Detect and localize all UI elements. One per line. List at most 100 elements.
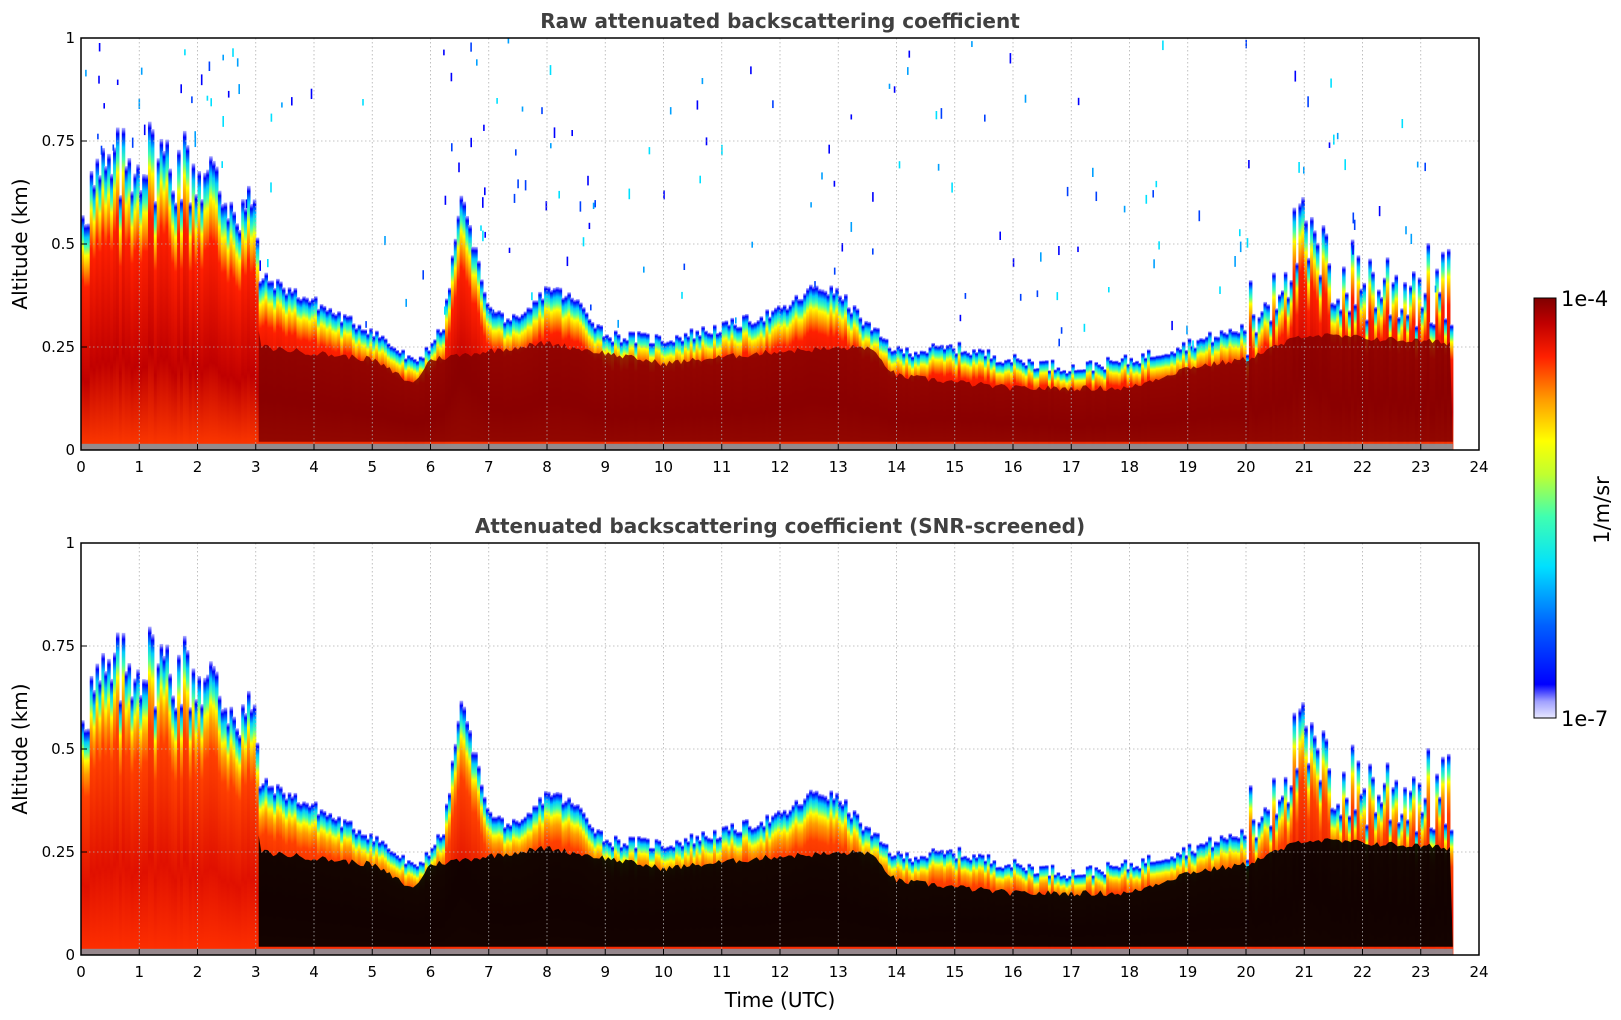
noise-pixel xyxy=(1219,286,1221,294)
noise-pixel xyxy=(238,84,240,95)
profile-column xyxy=(249,708,254,955)
x-tick-label: 1 xyxy=(134,963,144,981)
x-tick-label: 3 xyxy=(251,458,261,476)
profile-column xyxy=(471,751,475,955)
backscatter-field xyxy=(81,38,1454,450)
profile-column xyxy=(156,663,161,955)
noise-pixel xyxy=(999,231,1001,241)
noise-pixel xyxy=(131,137,134,148)
profile-column xyxy=(113,147,117,450)
noise-pixel xyxy=(648,147,651,155)
x-tick-label: 7 xyxy=(484,458,494,476)
dense-layer xyxy=(258,835,1453,947)
x-tick-label: 16 xyxy=(1003,458,1022,476)
y-tick-label: 0 xyxy=(65,441,75,459)
profile-column xyxy=(220,709,225,955)
noise-pixel xyxy=(484,187,486,196)
noise-pixel xyxy=(1410,233,1413,245)
noise-pixel xyxy=(1095,191,1098,202)
profile-column xyxy=(1298,708,1302,955)
profile-column xyxy=(139,694,143,955)
y-axis-label: Altitude (km) xyxy=(8,683,32,814)
x-axis-label: Time (UTC) xyxy=(724,988,836,1012)
chart-title: Attenuated backscattering coefficient (S… xyxy=(475,514,1085,538)
profile-column xyxy=(95,663,100,955)
noise-pixel xyxy=(245,199,248,209)
noise-pixel xyxy=(508,247,511,253)
noise-pixel xyxy=(270,113,273,122)
noise-pixel xyxy=(143,124,146,136)
profile-column xyxy=(130,191,135,450)
profile-column xyxy=(1292,712,1297,955)
noise-pixel xyxy=(221,161,223,168)
noise-pixel xyxy=(458,162,460,173)
profile-column xyxy=(130,696,135,955)
profile-column xyxy=(1301,702,1305,955)
noise-pixel xyxy=(1036,290,1039,298)
colorbar-max-label: 1e-4 xyxy=(1561,287,1608,311)
profile-column xyxy=(171,695,175,955)
chart-title: Raw attenuated backscattering coefficien… xyxy=(540,9,1020,33)
profile-column xyxy=(165,139,169,450)
noise-pixel xyxy=(521,106,524,112)
profile-column xyxy=(229,201,234,450)
noise-pixel xyxy=(100,145,103,155)
y-tick-label: 1 xyxy=(65,29,75,47)
noise-pixel xyxy=(405,298,407,307)
profile-column xyxy=(98,680,102,955)
profile-column xyxy=(182,635,187,955)
x-tick-label: 18 xyxy=(1120,963,1139,981)
noise-pixel xyxy=(872,192,874,202)
x-tick-label: 6 xyxy=(426,458,436,476)
surface-band xyxy=(81,948,1453,955)
noise-pixel xyxy=(1352,212,1355,224)
profile-column xyxy=(188,202,193,450)
noise-pixel xyxy=(1378,206,1381,217)
noise-pixel xyxy=(450,72,453,82)
noise-pixel xyxy=(588,222,591,230)
noise-pixel xyxy=(550,143,552,149)
noise-pixel xyxy=(810,202,812,208)
profile-column xyxy=(209,156,213,450)
x-tick-label: 12 xyxy=(770,963,789,981)
profile-column xyxy=(185,650,190,955)
profile-column xyxy=(232,716,236,955)
x-tick-label: 21 xyxy=(1295,963,1314,981)
noise-pixel xyxy=(1352,246,1354,255)
x-tick-label: 11 xyxy=(712,963,731,981)
profile-column xyxy=(459,195,464,450)
noise-pixel xyxy=(482,230,484,242)
noise-pixel xyxy=(1234,256,1236,267)
profile-column xyxy=(212,160,216,450)
noise-pixel xyxy=(735,317,737,324)
noise-pixel xyxy=(1303,166,1305,174)
noise-pixel xyxy=(138,98,141,110)
noise-pixel xyxy=(587,175,589,186)
profile-column xyxy=(118,195,123,450)
colorbar-unit-label: 1/m/sr xyxy=(1590,476,1614,544)
x-tick-label: 1 xyxy=(134,458,144,476)
noise-pixels xyxy=(85,38,1437,351)
y-tick-label: 0.5 xyxy=(51,235,75,253)
noise-pixel xyxy=(1294,70,1297,82)
profile-column xyxy=(1298,203,1302,450)
profile-column xyxy=(174,707,178,955)
noise-pixel xyxy=(140,67,143,75)
profile-column xyxy=(107,153,111,450)
profile-column xyxy=(145,679,149,955)
grid xyxy=(81,38,1479,450)
noise-pixel xyxy=(594,200,596,208)
noise-pixel xyxy=(833,180,836,187)
noise-pixel xyxy=(1123,205,1126,213)
noise-pixel xyxy=(384,236,386,246)
x-tick-label: 4 xyxy=(309,458,319,476)
profile-column xyxy=(115,632,120,955)
y-axis-label: Altitude (km) xyxy=(8,178,32,309)
noise-pixel xyxy=(1307,96,1309,108)
x-tick-label: 20 xyxy=(1236,458,1255,476)
profile-column xyxy=(127,158,132,450)
backscatter-field xyxy=(81,626,1454,955)
noise-pixel xyxy=(663,190,665,200)
x-tick-label: 22 xyxy=(1353,458,1372,476)
